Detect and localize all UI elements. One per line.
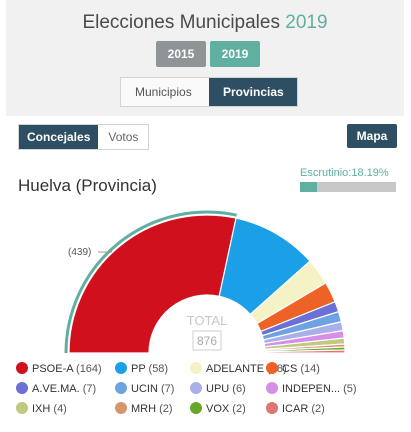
- legend-swatch: [190, 402, 202, 414]
- legend-item[interactable]: A.VE.MA. (7): [16, 380, 96, 398]
- seat-slice-psoe-a[interactable]: [68, 214, 237, 354]
- legend-label: INDEPEN...: [282, 383, 344, 395]
- legend-item[interactable]: VOX (2): [190, 400, 246, 418]
- view-toggle: Concejales Votos: [18, 124, 150, 150]
- legend-swatch: [266, 362, 278, 374]
- legend-swatch: [115, 402, 127, 414]
- year-2015-button[interactable]: 2015: [156, 41, 206, 67]
- escrutinio-progress-bar: [300, 182, 396, 192]
- legend-count: (58): [148, 363, 169, 375]
- legend-count: (2): [311, 403, 325, 415]
- legend-label: MRH: [131, 403, 160, 415]
- tab-votos[interactable]: Votos: [98, 125, 149, 149]
- legend-item[interactable]: IXH (4): [16, 400, 67, 418]
- legend-swatch: [16, 382, 28, 394]
- majority-label: (439): [68, 247, 91, 258]
- legend-swatch: [115, 382, 127, 394]
- legend-label: UCIN: [131, 383, 161, 395]
- legend-label: ICAR: [282, 403, 312, 415]
- legend-label: A.VE.MA.: [32, 383, 83, 395]
- legend-count: (2): [232, 403, 246, 415]
- legend-count: (4): [53, 403, 67, 415]
- legend-item[interactable]: INDEPEN... (5): [266, 380, 357, 398]
- seat-slice-icar[interactable]: [264, 349, 346, 354]
- tab-municipios[interactable]: Municipios: [121, 78, 209, 106]
- legend-count: (14): [300, 363, 320, 375]
- total-label: TOTAL: [187, 313, 228, 328]
- total-value: 876: [197, 334, 217, 348]
- legend-item[interactable]: UCIN (7): [115, 380, 174, 398]
- legend-label: VOX: [206, 403, 233, 415]
- escrutinio-progress-fill: [300, 182, 318, 192]
- legend-count: (5): [343, 383, 357, 395]
- tab-provincias[interactable]: Provincias: [209, 78, 297, 106]
- legend-label: PP: [131, 363, 149, 375]
- map-button[interactable]: Mapa: [347, 124, 397, 148]
- total-box: [192, 330, 222, 351]
- legend-swatch: [190, 382, 202, 394]
- legend-label: UPU: [206, 383, 233, 395]
- legend-item[interactable]: UPU (6): [190, 380, 246, 398]
- region-title: Huelva (Provincia): [18, 176, 157, 195]
- legend-label: IXH: [32, 403, 54, 415]
- legend-swatch: [115, 362, 127, 374]
- legend-swatch: [266, 382, 278, 394]
- legend-item[interactable]: CS (14): [266, 360, 320, 378]
- year-2019-button[interactable]: 2019: [210, 41, 260, 67]
- legend-item[interactable]: ICAR (2): [266, 400, 325, 418]
- legend-count: (7): [82, 383, 97, 395]
- page-title: Elecciones Municipales 2019: [82, 12, 328, 33]
- majority-arc: [64, 210, 237, 354]
- legend-label: ADELANTE: [206, 363, 268, 375]
- legend-swatch: [190, 362, 202, 374]
- legend-swatch: [16, 362, 28, 374]
- legend-label: PSOE-A: [32, 363, 77, 375]
- legend-label: CS: [282, 363, 301, 375]
- region-toggle: Municipios Provincias: [120, 77, 298, 107]
- legend-count: (2): [159, 403, 173, 415]
- seats-chart: (439) TOTAL 876: [64, 210, 346, 354]
- legend-item[interactable]: MRH (2): [115, 400, 173, 418]
- legend-count: (7): [160, 383, 175, 395]
- legend-item[interactable]: PSOE-A (164): [16, 360, 102, 378]
- legend-count: (164): [76, 363, 102, 375]
- escrutinio-label: Escrutinio:18.19%: [300, 167, 389, 179]
- header-panel: Elecciones Municipales 2019 2015 2019 Mu…: [6, 0, 404, 116]
- legend-item[interactable]: PP (58): [115, 360, 168, 378]
- legend-swatch: [266, 402, 278, 414]
- legend-count: (6): [232, 383, 246, 395]
- tab-concejales[interactable]: Concejales: [19, 125, 99, 149]
- legend-swatch: [16, 402, 28, 414]
